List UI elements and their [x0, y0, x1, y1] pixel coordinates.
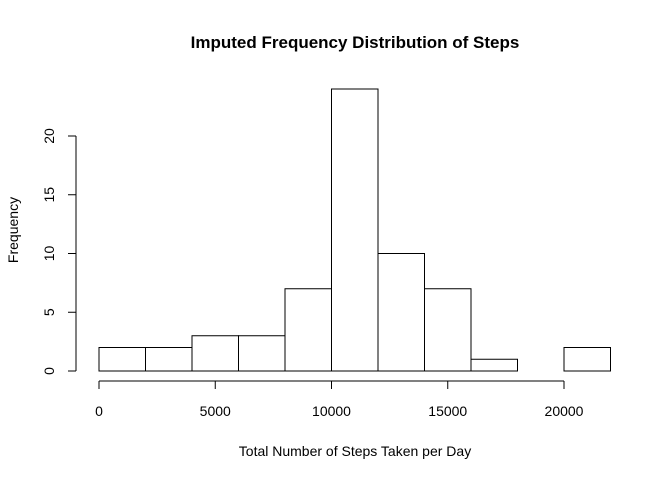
histogram-bar	[284, 288, 332, 372]
y-tick-label: 0	[41, 367, 57, 375]
x-tick-label: 10000	[312, 403, 351, 419]
histogram-bar	[331, 88, 379, 372]
y-axis-label: Frequency	[5, 197, 21, 263]
histogram-bar	[470, 358, 518, 372]
chart-title: Imputed Frequency Distribution of Steps	[191, 33, 520, 52]
x-tick-label: 0	[95, 403, 103, 419]
x-tick-label: 20000	[545, 403, 584, 419]
histogram-bar	[424, 288, 472, 372]
y-axis: 0 5 10 15 20	[41, 128, 77, 375]
histogram-bar	[145, 347, 193, 372]
x-axis: 0 5000 10000 15000 20000	[95, 380, 584, 419]
bars-group	[98, 88, 611, 372]
y-tick-label: 5	[41, 308, 57, 316]
histogram-bar	[98, 347, 146, 372]
y-tick-label: 10	[41, 246, 57, 262]
x-tick-label: 5000	[200, 403, 231, 419]
histogram-bar	[238, 335, 286, 372]
histogram-bar	[191, 335, 239, 372]
histogram-bar	[377, 253, 425, 372]
y-tick-label: 20	[41, 128, 57, 144]
histogram-bar	[563, 347, 611, 372]
y-tick-label: 15	[41, 187, 57, 203]
x-axis-label: Total Number of Steps Taken per Day	[239, 443, 471, 459]
x-tick-label: 15000	[428, 403, 467, 419]
